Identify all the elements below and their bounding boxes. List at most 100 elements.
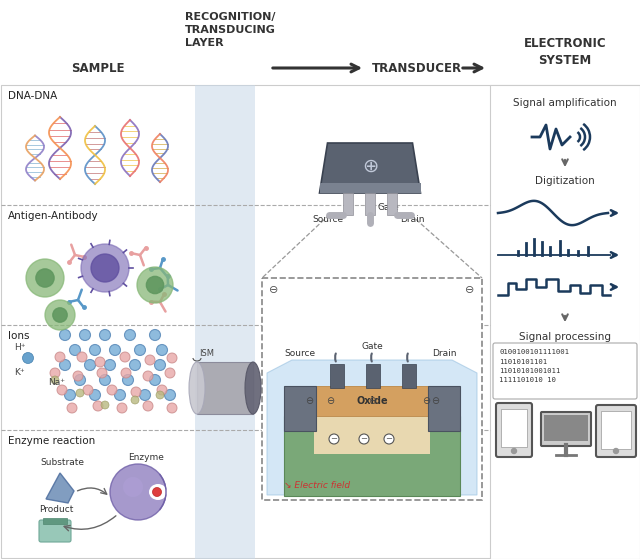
Circle shape <box>359 434 369 444</box>
Text: H⁺: H⁺ <box>14 343 26 352</box>
Bar <box>197 362 253 414</box>
Circle shape <box>97 368 107 378</box>
Circle shape <box>131 396 139 404</box>
Text: Na⁺: Na⁺ <box>48 378 65 387</box>
FancyBboxPatch shape <box>493 343 637 399</box>
Circle shape <box>150 375 161 386</box>
Text: SAMPLE: SAMPLE <box>71 61 124 74</box>
Text: ⊖: ⊖ <box>269 285 278 295</box>
Circle shape <box>52 308 67 322</box>
Circle shape <box>55 352 65 362</box>
Circle shape <box>167 353 177 363</box>
Circle shape <box>84 359 95 371</box>
Bar <box>501 409 527 447</box>
Bar <box>319 183 420 193</box>
Circle shape <box>51 376 59 384</box>
FancyBboxPatch shape <box>496 403 532 457</box>
Circle shape <box>99 329 111 340</box>
Bar <box>43 518 67 524</box>
Text: ⊖: ⊖ <box>326 396 334 406</box>
Polygon shape <box>46 473 74 503</box>
Text: ELECTRONIC
SYSTEM: ELECTRONIC SYSTEM <box>524 37 606 67</box>
Circle shape <box>143 401 153 411</box>
Text: 0100100101111001
11010101101
11010101001011
1111101010 10: 0100100101111001 11010101101 11010101001… <box>499 349 569 383</box>
Circle shape <box>90 344 100 356</box>
Bar <box>402 364 416 388</box>
Circle shape <box>156 391 164 399</box>
Circle shape <box>145 355 155 365</box>
Text: Antigen-Antibody: Antigen-Antibody <box>8 211 99 221</box>
Ellipse shape <box>189 362 205 414</box>
Circle shape <box>120 352 130 362</box>
Bar <box>1 85 639 558</box>
Circle shape <box>511 448 516 453</box>
Circle shape <box>140 390 150 400</box>
Text: K⁺: K⁺ <box>14 368 24 377</box>
Text: Digitization: Digitization <box>535 176 595 186</box>
Text: Product: Product <box>39 505 74 514</box>
Bar <box>544 415 588 441</box>
Circle shape <box>157 385 167 395</box>
FancyBboxPatch shape <box>596 405 636 457</box>
Circle shape <box>137 267 173 303</box>
Text: Drain: Drain <box>400 215 424 224</box>
Bar <box>195 85 255 559</box>
Bar <box>428 386 460 431</box>
Text: ↘ Electric field: ↘ Electric field <box>284 481 350 490</box>
Circle shape <box>110 464 166 520</box>
Bar <box>343 193 353 215</box>
Circle shape <box>143 371 153 381</box>
Bar <box>314 386 430 416</box>
Circle shape <box>150 329 161 340</box>
Circle shape <box>122 375 134 386</box>
Ellipse shape <box>149 484 167 500</box>
Text: Gate: Gate <box>361 342 383 351</box>
Text: Enzyme reaction: Enzyme reaction <box>8 436 95 446</box>
Circle shape <box>115 390 125 400</box>
Text: −: − <box>330 434 337 443</box>
Text: Oxide: Oxide <box>356 396 388 406</box>
Circle shape <box>99 375 111 386</box>
FancyBboxPatch shape <box>541 412 591 446</box>
Circle shape <box>50 368 60 378</box>
Bar <box>314 386 430 454</box>
Circle shape <box>45 300 75 330</box>
Circle shape <box>614 448 618 453</box>
Bar <box>601 411 631 449</box>
Bar <box>365 193 375 215</box>
Bar <box>387 193 397 215</box>
Circle shape <box>76 389 84 397</box>
Circle shape <box>26 259 64 297</box>
Text: ⊖: ⊖ <box>431 396 439 406</box>
Circle shape <box>57 385 67 395</box>
Circle shape <box>164 390 175 400</box>
Circle shape <box>77 352 87 362</box>
Text: −: − <box>385 434 392 443</box>
Circle shape <box>81 244 129 292</box>
Text: TRANSDUCER: TRANSDUCER <box>372 61 462 74</box>
Text: DNA-DNA: DNA-DNA <box>8 91 57 101</box>
Text: ⊖: ⊖ <box>422 396 430 406</box>
Bar <box>366 364 380 388</box>
Circle shape <box>79 329 90 340</box>
Text: ⊕: ⊕ <box>362 157 378 176</box>
Polygon shape <box>267 360 477 495</box>
Circle shape <box>93 401 103 411</box>
Circle shape <box>121 368 131 378</box>
Text: Signal processing: Signal processing <box>519 332 611 342</box>
Circle shape <box>74 375 86 386</box>
Circle shape <box>60 329 70 340</box>
Text: ⊖: ⊖ <box>305 396 313 406</box>
Bar <box>490 85 640 559</box>
Circle shape <box>22 353 33 363</box>
Circle shape <box>167 403 177 413</box>
Text: RECOGNITION/
TRANSDUCING
LAYER: RECOGNITION/ TRANSDUCING LAYER <box>184 12 275 48</box>
Circle shape <box>70 344 81 356</box>
Text: Source: Source <box>312 215 344 224</box>
Bar <box>330 364 344 388</box>
Circle shape <box>101 401 109 409</box>
Text: Drain: Drain <box>432 349 456 358</box>
Circle shape <box>129 359 141 371</box>
Circle shape <box>90 390 100 400</box>
Circle shape <box>154 359 166 371</box>
